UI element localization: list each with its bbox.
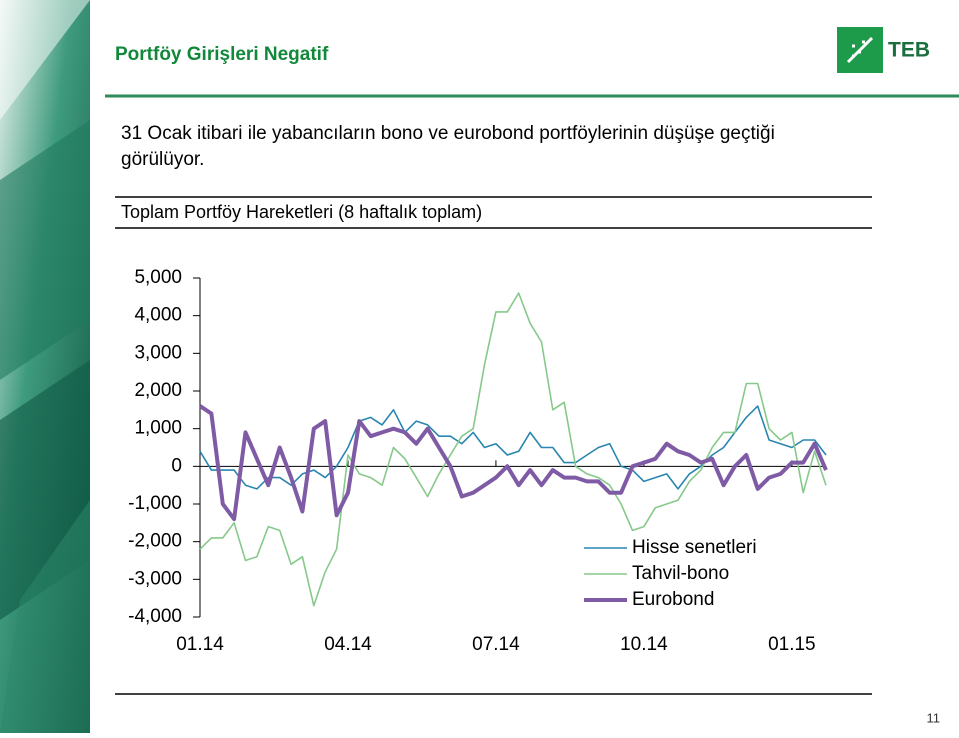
y-tick-label: 2,000 [134,380,182,401]
x-tick-label: 01.14 [176,634,224,655]
series-line [199,292,827,607]
page-number: 11 [927,710,941,725]
y-tick-label: -3,000 [128,568,182,589]
logo: TEB [837,27,930,73]
side-decoration [0,0,90,733]
slide-title: Portföy Girişleri Negatif [115,44,329,65]
y-tick-label: 4,000 [134,305,182,326]
x-tick-label: 01.15 [768,634,816,655]
y-tick-label: -1,000 [128,493,182,514]
series-line [198,404,828,522]
chart-title: Toplam Portföy Hareketleri (8 haftalık t… [121,202,482,222]
y-tick-label: -4,000 [128,606,182,627]
x-tick-label: 07.14 [472,634,520,655]
y-tick-label: 3,000 [134,342,182,363]
legend-label: Tahvil-bono [632,563,729,584]
chart: -4,000 -3,000 -2,000 -1,000 0 1,000 2,000 3,000… [128,267,828,655]
y-tick-label: 1,000 [134,418,182,439]
series-line [199,405,827,490]
y-tick-label: -2,000 [128,531,182,552]
body-text: 31 Ocak itibari ile yabancıların bono ve… [121,123,775,144]
logo-text: TEB [888,39,930,62]
body-text: görülüyor. [121,149,204,170]
y-tick-label: 0 [171,455,182,476]
x-tick-label: 04.14 [324,634,372,655]
x-tick-label: 10.14 [620,634,668,655]
legend-label: Eurobond [632,589,714,610]
y-tick-label: 5,000 [134,267,182,288]
legend-label: Hisse senetleri [632,537,757,558]
